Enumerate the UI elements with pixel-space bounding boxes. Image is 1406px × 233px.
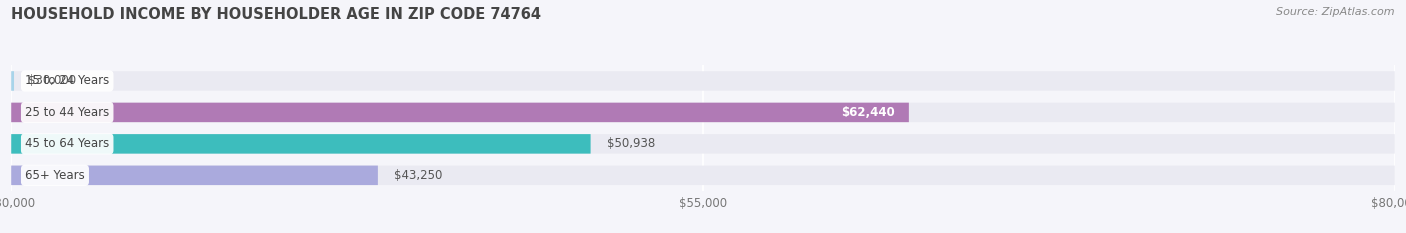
Text: $62,440: $62,440 (841, 106, 896, 119)
FancyBboxPatch shape (11, 166, 1395, 185)
Text: 45 to 64 Years: 45 to 64 Years (25, 137, 110, 150)
Text: 15 to 24 Years: 15 to 24 Years (25, 75, 110, 87)
FancyBboxPatch shape (11, 71, 1395, 91)
FancyBboxPatch shape (11, 166, 378, 185)
Text: Source: ZipAtlas.com: Source: ZipAtlas.com (1277, 7, 1395, 17)
FancyBboxPatch shape (11, 103, 908, 122)
FancyBboxPatch shape (11, 134, 591, 154)
Text: HOUSEHOLD INCOME BY HOUSEHOLDER AGE IN ZIP CODE 74764: HOUSEHOLD INCOME BY HOUSEHOLDER AGE IN Z… (11, 7, 541, 22)
Text: $50,938: $50,938 (607, 137, 655, 150)
Text: $43,250: $43,250 (395, 169, 443, 182)
FancyBboxPatch shape (11, 134, 1395, 154)
Text: 65+ Years: 65+ Years (25, 169, 84, 182)
FancyBboxPatch shape (11, 103, 1395, 122)
Text: 25 to 44 Years: 25 to 44 Years (25, 106, 110, 119)
Text: $30,000: $30,000 (28, 75, 76, 87)
FancyBboxPatch shape (11, 71, 14, 91)
